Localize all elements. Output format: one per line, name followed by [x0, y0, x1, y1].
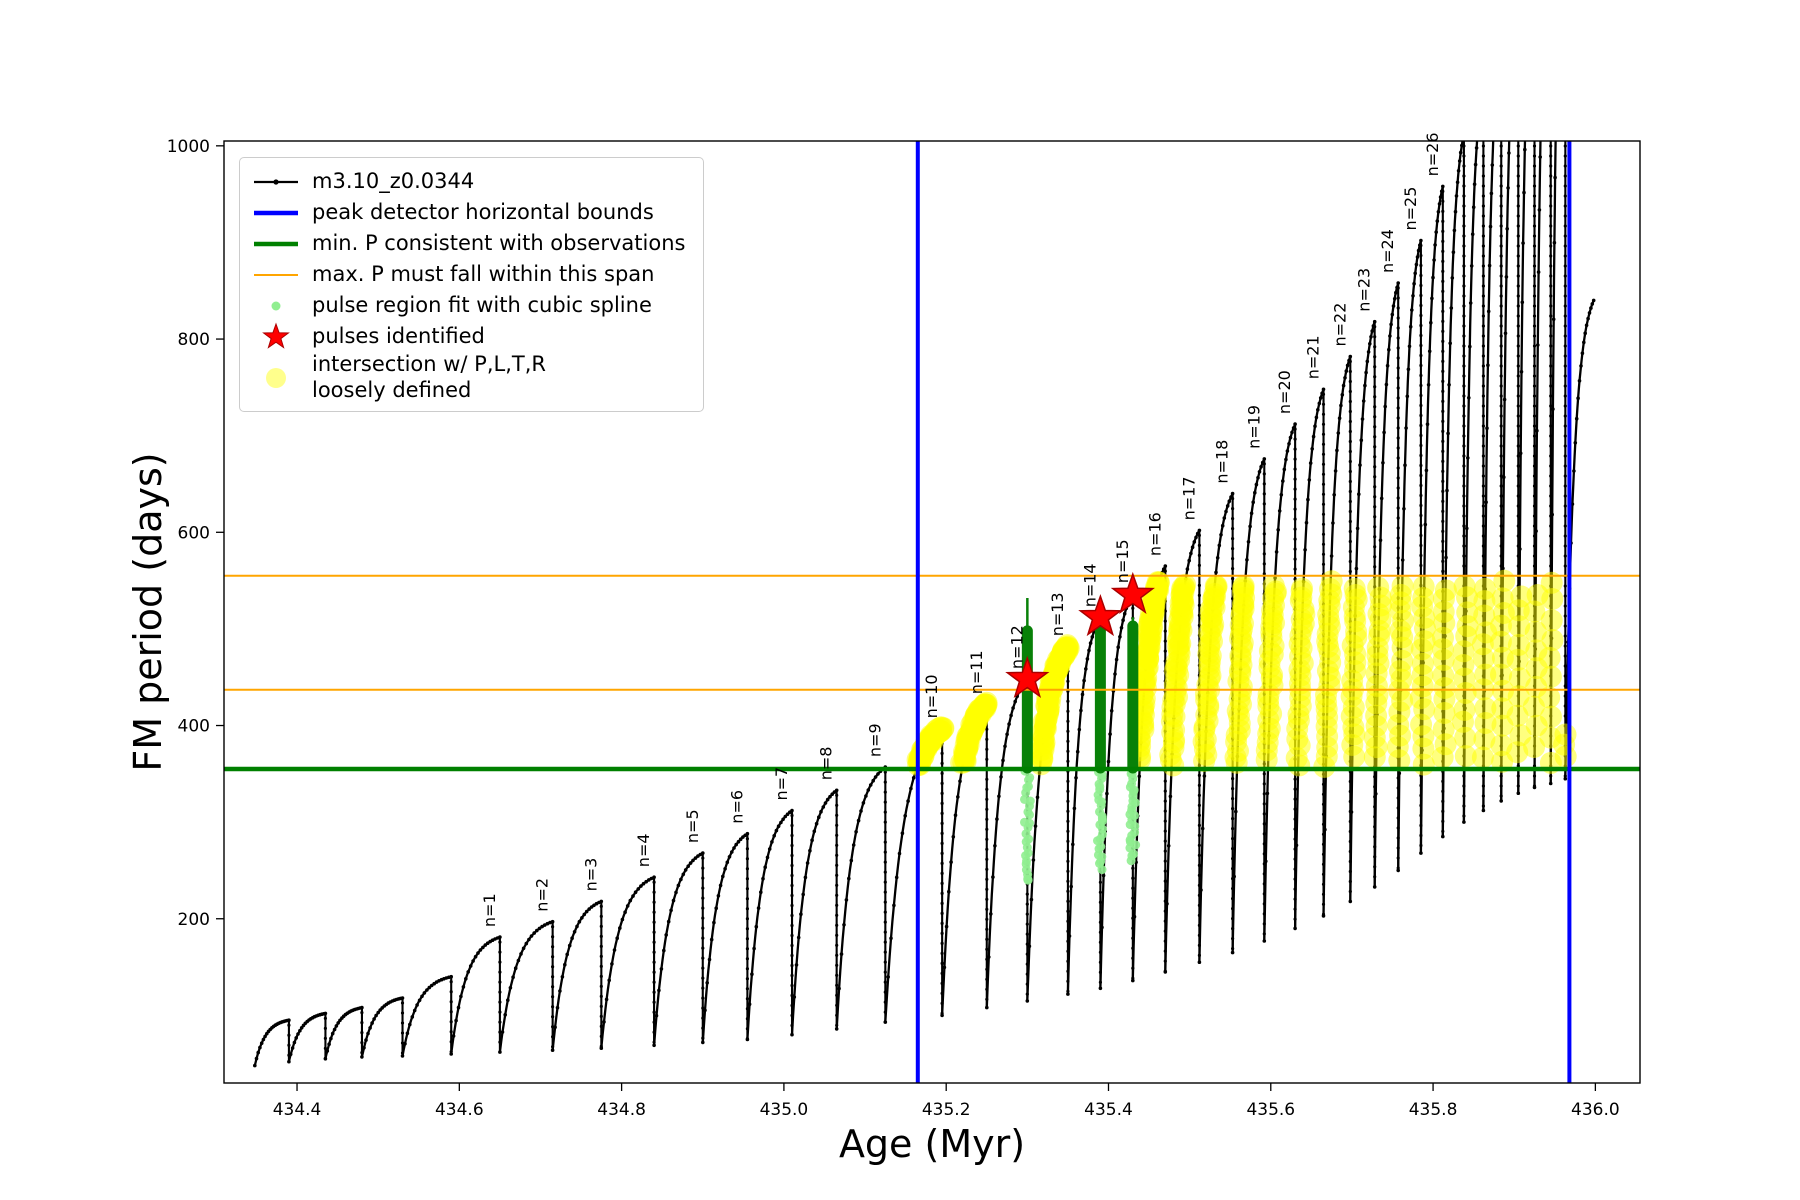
pulse-spline-points: [1020, 766, 1141, 885]
legend-label: min. P consistent with observations: [312, 230, 686, 255]
peak-label: n=9: [865, 723, 884, 757]
x-tick-label: 435.6: [1246, 1100, 1295, 1120]
x-tick-label: 436.0: [1571, 1100, 1620, 1120]
legend-label: pulse region fit with cubic spline: [312, 292, 652, 317]
y-axis-title: FM period (days): [126, 452, 170, 772]
legend-label: peak detector horizontal bounds: [312, 199, 654, 224]
peak-label: n=7: [772, 767, 791, 801]
peak-label: n=17: [1179, 476, 1198, 520]
legend-label: max. P must fall within this span: [312, 261, 655, 286]
identified-pulse-stars: [1005, 571, 1155, 698]
peak-label: n=4: [634, 833, 653, 867]
peak-label: n=22: [1330, 303, 1349, 347]
peak-label: n=23: [1355, 268, 1374, 312]
x-tick-label: 435.0: [760, 1100, 809, 1120]
peak-label: n=16: [1145, 512, 1164, 556]
legend-item: max. P must fall within this span: [250, 259, 685, 290]
peak-label: n=11: [967, 650, 986, 694]
peak-label: n=26: [1423, 132, 1442, 176]
yellow-intersections: [906, 569, 1577, 778]
x-tick-label: 434.4: [273, 1100, 322, 1120]
pulse-star: [1110, 571, 1155, 614]
peak-label: n=12: [1007, 625, 1026, 669]
y-tick-label: 800: [178, 330, 210, 350]
peak-label: n=2: [533, 878, 552, 912]
peak-label: n=25: [1401, 187, 1420, 231]
x-axis-title: Age (Myr): [838, 1122, 1026, 1166]
legend-label: intersection w/ P,L,T,R loosely defined: [312, 352, 546, 402]
y-tick-label: 200: [178, 910, 210, 930]
legend-item: intersection w/ P,L,T,R loosely defined: [250, 352, 685, 403]
pulse-green-bars: [1021, 597, 1139, 774]
peak-label: n=24: [1378, 229, 1397, 273]
x-tick-label: 435.4: [1084, 1100, 1133, 1120]
line-orange-icon: [254, 273, 298, 276]
peak-label: n=3: [581, 858, 600, 892]
peak-labels: n=1 n=2 n=3 n=4 n=5 n=6 n=7 n=8 n=9 n=10 n=11 n=12 n…: [480, 132, 1442, 927]
pulse-star: [1078, 594, 1123, 637]
axes: 434.4 434.6 434.8 435.0 435.2 435.4 435.6 435.8…: [167, 137, 1641, 1120]
peak-label: n=6: [727, 790, 746, 824]
legend-item: min. P consistent with observations: [250, 228, 685, 259]
legend-item: pulses identified: [250, 321, 685, 352]
legend-label: pulses identified: [312, 323, 485, 348]
plot-frame: [223, 140, 1641, 1084]
y-tick-label: 400: [178, 717, 210, 737]
line-green-thick-icon: [254, 241, 298, 246]
dot-lightgreen-icon: [271, 301, 281, 310]
bound-lines: [224, 141, 1640, 1083]
peak-label: n=5: [683, 809, 702, 843]
peak-label: n=18: [1213, 440, 1232, 484]
peak-label: n=13: [1048, 592, 1067, 636]
peak-label: n=15: [1113, 539, 1132, 583]
x-tick-label: 435.8: [1409, 1100, 1458, 1120]
y-tick-label: 600: [178, 523, 210, 543]
peak-label: n=1: [480, 893, 499, 927]
peak-label: n=20: [1275, 370, 1294, 414]
peak-label: n=14: [1080, 563, 1099, 607]
line-dot-black-icon: [254, 178, 298, 185]
x-tick-label: 435.2: [922, 1100, 971, 1120]
x-tick-label: 434.8: [597, 1100, 646, 1120]
dot-paleyellow-icon: [266, 367, 286, 388]
legend-label: m3.10_z0.0344: [312, 168, 475, 193]
line-blue-thick-icon: [254, 210, 298, 215]
peak-label: n=8: [817, 747, 836, 781]
legend-item: m3.10_z0.0344: [250, 166, 685, 197]
peak-label: n=21: [1304, 335, 1323, 379]
legend-item: peak detector horizontal bounds: [250, 197, 685, 228]
y-tick-label: 1000: [167, 137, 210, 157]
pulse-star: [1005, 655, 1050, 698]
x-tick-label: 434.6: [435, 1100, 484, 1120]
peak-label: n=19: [1244, 405, 1263, 449]
star-red-icon: [262, 321, 290, 349]
peak-label: n=10: [922, 674, 941, 718]
legend-item: pulse region fit with cubic spline: [250, 290, 685, 321]
